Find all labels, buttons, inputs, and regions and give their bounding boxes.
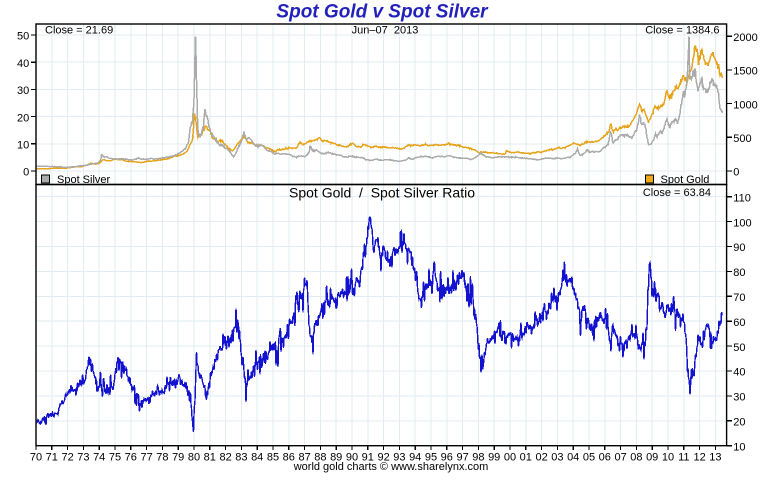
svg-text:60: 60: [733, 317, 745, 329]
svg-text:75: 75: [109, 452, 121, 464]
svg-text:04: 04: [567, 452, 579, 464]
svg-text:70: 70: [30, 452, 42, 464]
svg-text:90: 90: [733, 242, 745, 254]
svg-text:13: 13: [709, 452, 721, 464]
svg-text:74: 74: [93, 452, 105, 464]
svg-text:88: 88: [314, 452, 326, 464]
svg-text:83: 83: [235, 452, 247, 464]
svg-text:08: 08: [630, 452, 642, 464]
svg-text:76: 76: [125, 452, 137, 464]
svg-text:05: 05: [583, 452, 595, 464]
svg-text:2000: 2000: [733, 32, 757, 44]
svg-text:03: 03: [551, 452, 563, 464]
svg-text:01: 01: [520, 452, 532, 464]
svg-text:07: 07: [614, 452, 626, 464]
svg-text:70: 70: [733, 292, 745, 304]
svg-text:82: 82: [219, 452, 231, 464]
svg-text:11: 11: [678, 452, 689, 464]
svg-text:90: 90: [346, 452, 358, 464]
svg-text:85: 85: [267, 452, 279, 464]
svg-text:100: 100: [733, 217, 751, 229]
svg-text:Spot Gold v Spot Silver: Spot Gold v Spot Silver: [276, 1, 489, 22]
svg-text:78: 78: [156, 452, 168, 464]
svg-text:0: 0: [23, 167, 29, 179]
svg-text:20: 20: [17, 112, 29, 124]
svg-text:12: 12: [693, 452, 705, 464]
svg-text:80: 80: [733, 267, 745, 279]
svg-text:91: 91: [362, 452, 374, 464]
svg-text:98: 98: [472, 452, 484, 464]
svg-text:0: 0: [733, 167, 739, 179]
svg-text:72: 72: [61, 452, 73, 464]
svg-text:00: 00: [504, 452, 516, 464]
svg-text:89: 89: [330, 452, 342, 464]
svg-text:10: 10: [733, 441, 745, 453]
svg-text:92: 92: [377, 452, 389, 464]
svg-text:94: 94: [409, 452, 421, 464]
svg-text:110: 110: [733, 192, 751, 204]
svg-text:world gold charts © www.sharel: world gold charts © www.sharelynx.com: [293, 461, 489, 473]
svg-text:80: 80: [188, 452, 200, 464]
svg-text:71: 71: [46, 452, 58, 464]
svg-text:10: 10: [17, 140, 29, 152]
svg-text:09: 09: [646, 452, 658, 464]
svg-text:96: 96: [441, 452, 453, 464]
svg-text:Spot Gold / Spot Silver Rati: Spot Gold / Spot Silver Ratio: [289, 185, 475, 201]
svg-text:40: 40: [17, 58, 29, 70]
svg-text:40: 40: [733, 367, 745, 379]
svg-text:81: 81: [204, 452, 216, 464]
svg-text:Spot Silver: Spot Silver: [57, 174, 111, 186]
svg-text:10: 10: [662, 452, 674, 464]
svg-text:99: 99: [488, 452, 500, 464]
svg-text:06: 06: [599, 452, 611, 464]
svg-text:30: 30: [733, 392, 745, 404]
svg-text:73: 73: [77, 452, 89, 464]
svg-text:Jun–07 2013: Jun–07 2013: [352, 25, 419, 37]
svg-text:79: 79: [172, 452, 184, 464]
svg-text:50: 50: [17, 31, 29, 43]
svg-text:93: 93: [393, 452, 405, 464]
svg-text:77: 77: [140, 452, 152, 464]
svg-text:Close = 63.84: Close = 63.84: [643, 187, 711, 199]
svg-text:84: 84: [251, 452, 263, 464]
svg-text:500: 500: [733, 133, 751, 145]
svg-text:Close = 21.69: Close = 21.69: [45, 25, 113, 37]
svg-text:30: 30: [17, 85, 29, 97]
svg-text:1000: 1000: [733, 99, 757, 111]
svg-text:20: 20: [733, 417, 745, 429]
svg-text:02: 02: [535, 452, 547, 464]
svg-text:1500: 1500: [733, 66, 757, 78]
svg-text:97: 97: [456, 452, 468, 464]
svg-text:50: 50: [733, 342, 745, 354]
svg-text:87: 87: [298, 452, 310, 464]
svg-text:Close = 1384.6: Close = 1384.6: [645, 25, 719, 37]
svg-text:Spot Gold: Spot Gold: [661, 174, 710, 186]
svg-text:86: 86: [283, 452, 295, 464]
svg-text:95: 95: [425, 452, 437, 464]
